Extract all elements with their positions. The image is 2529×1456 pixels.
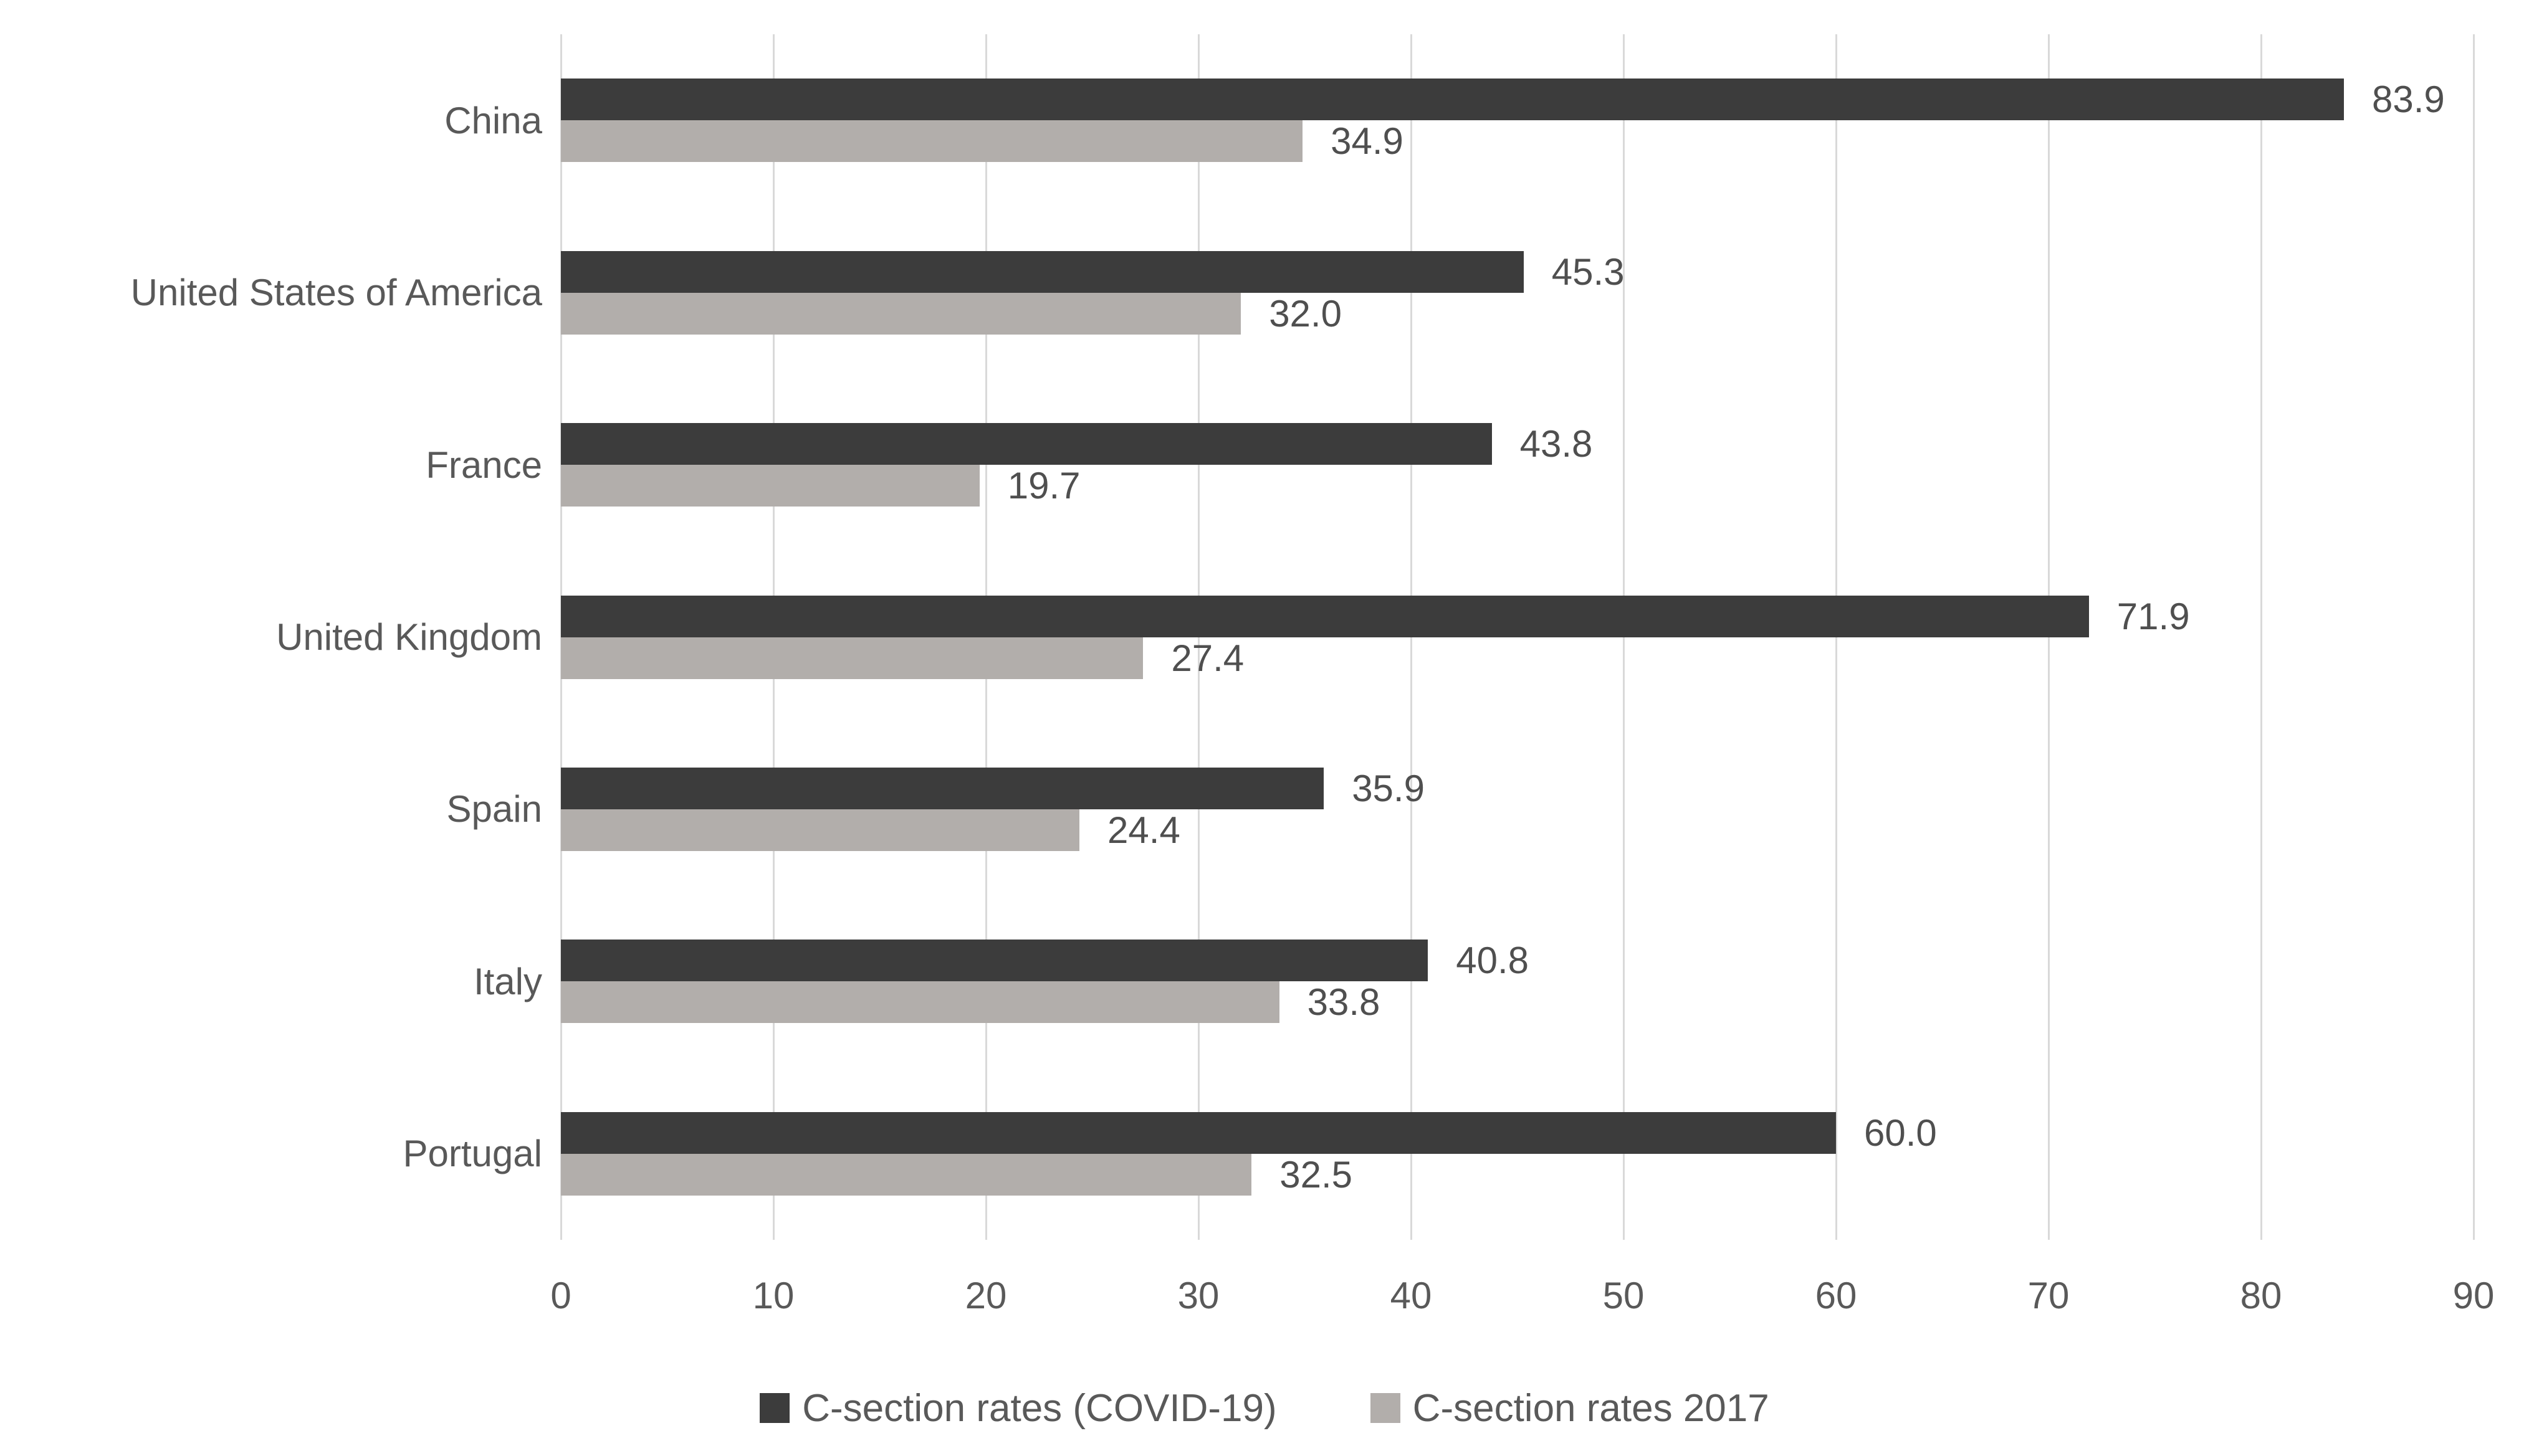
- gridline-x-90: [2473, 34, 2475, 1240]
- bar-value-label: 32.5: [1279, 1153, 1353, 1196]
- category-label-united-states-of-america: United States of America: [130, 272, 542, 314]
- bar-2017-china: [561, 120, 1303, 163]
- bar-value-label: 24.4: [1107, 809, 1180, 851]
- bar-covid19-united-kingdom: [561, 595, 2089, 637]
- x-axis-tick-label-60: 60: [1815, 1275, 1857, 1316]
- bar-value-label: 33.8: [1307, 981, 1380, 1024]
- bar-2017-italy: [561, 981, 1279, 1024]
- bar-2017-united-states-of-america: [561, 292, 1241, 335]
- category-label-france: France: [426, 444, 542, 486]
- category-label-spain: Spain: [446, 788, 542, 830]
- x-axis-tick-label-70: 70: [2027, 1275, 2070, 1316]
- gridline-x-30: [1198, 34, 1200, 1240]
- bar-value-label: 40.8: [1456, 940, 1529, 982]
- plot-area: 83.9 34.9 45.3 32.0 43.8 19.7 71.9 27.4 35.9 24.4…: [560, 34, 2475, 1240]
- legend-item-covid19: C-section rates (COVID-19): [760, 1386, 1277, 1430]
- bar-covid19-united-states-of-america: [561, 250, 1524, 293]
- bar-value-label: 43.8: [1519, 423, 1593, 465]
- x-axis-tick-label-30: 30: [1177, 1275, 1220, 1316]
- bar-value-label: 27.4: [1171, 637, 1245, 679]
- bar-2017-france: [561, 465, 980, 507]
- bar-value-label: 45.3: [1551, 250, 1625, 293]
- legend-label-2017: C-section rates 2017: [1412, 1386, 1769, 1430]
- gridline-x-60: [1835, 34, 1837, 1240]
- bar-value-label: 71.9: [2116, 595, 2190, 637]
- x-axis-tick-label-80: 80: [2240, 1275, 2282, 1316]
- gridline-x-50: [1623, 34, 1625, 1240]
- gridline-x-40: [1410, 34, 1412, 1240]
- bar-2017-spain: [561, 809, 1080, 851]
- bar-covid19-portugal: [561, 1111, 1836, 1154]
- x-axis-tick-label-20: 20: [965, 1275, 1007, 1316]
- gridline-x-70: [2048, 34, 2050, 1240]
- bar-value-label: 34.9: [1331, 120, 1403, 163]
- gridline-x-80: [2260, 34, 2262, 1240]
- x-axis-tick-label-40: 40: [1390, 1275, 1432, 1316]
- legend-swatch-2017: [1370, 1393, 1400, 1423]
- bar-value-label: 19.7: [1007, 465, 1081, 507]
- x-axis-tick-label-10: 10: [752, 1275, 795, 1316]
- x-axis-tick-label-90: 90: [2452, 1275, 2495, 1316]
- bar-value-label: 35.9: [1352, 767, 1425, 809]
- x-axis-tick-label-50: 50: [1602, 1275, 1645, 1316]
- legend-swatch-covid19: [760, 1393, 790, 1423]
- bar-2017-united-kingdom: [561, 637, 1144, 679]
- category-label-portugal: Portugal: [403, 1133, 542, 1175]
- category-label-china: China: [444, 99, 542, 141]
- bar-covid19-china: [561, 79, 2344, 121]
- category-label-united-kingdom: United Kingdom: [276, 616, 542, 658]
- legend-label-covid19: C-section rates (COVID-19): [802, 1386, 1277, 1430]
- bar-value-label: 32.0: [1269, 292, 1342, 335]
- bar-covid19-spain: [561, 767, 1324, 809]
- category-label-italy: Italy: [473, 960, 542, 1002]
- x-axis-tick-label-0: 0: [550, 1275, 571, 1316]
- bar-covid19-france: [561, 423, 1492, 465]
- legend: C-section rates (COVID-19) C-section rat…: [0, 1377, 2529, 1439]
- bar-value-label: 83.9: [2371, 79, 2445, 121]
- legend-item-2017: C-section rates 2017: [1370, 1386, 1769, 1430]
- bar-2017-portugal: [561, 1153, 1252, 1196]
- bar-covid19-italy: [561, 940, 1428, 982]
- bar-value-label: 60.0: [1864, 1111, 1937, 1154]
